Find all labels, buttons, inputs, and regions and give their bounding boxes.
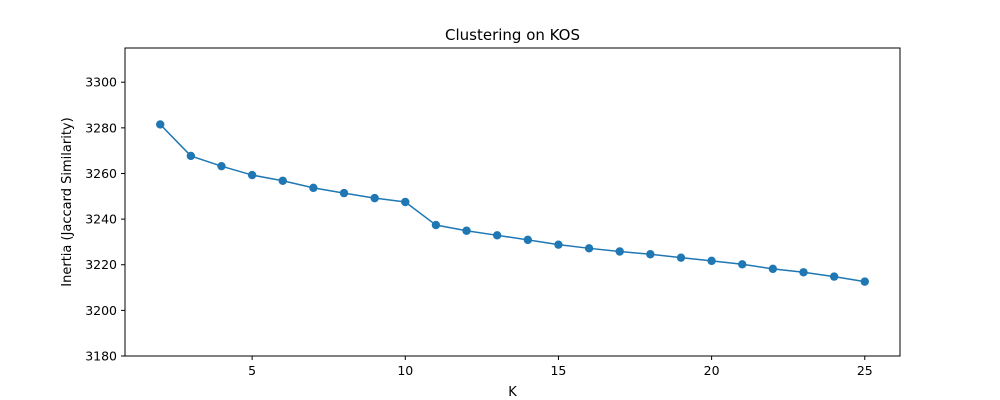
data-point	[462, 226, 471, 235]
data-point	[646, 250, 655, 259]
y-tick-label: 3200	[85, 303, 117, 318]
data-point	[707, 256, 716, 266]
x-tick-label: 15	[550, 363, 566, 378]
x-axis-ticks: 5 10 15 20 25	[248, 356, 873, 378]
y-tick-label: 3260	[85, 166, 117, 181]
data-point	[401, 197, 410, 207]
x-tick-label: 5	[248, 363, 256, 378]
data-point	[584, 244, 594, 253]
y-axis-ticks: 3180 3200 3220 3240 3260 3280 3300	[85, 75, 125, 364]
x-tick-label: 20	[704, 363, 720, 378]
data-point	[799, 268, 808, 277]
data-point	[554, 240, 563, 249]
y-axis-title: Inertia (Jaccard Similarity)	[60, 117, 75, 286]
plot-area: 5 10 15 20 25 3180 3200 3220 3240 3260 3280 3300	[85, 47, 901, 378]
data-point	[738, 260, 747, 269]
data-point	[768, 264, 778, 274]
data-point	[492, 231, 502, 240]
data-point	[615, 247, 624, 256]
data-point	[309, 183, 318, 193]
x-tick-label: 10	[397, 363, 413, 378]
data-point	[339, 188, 349, 198]
data-point	[370, 193, 379, 203]
x-tick-label: 25	[857, 363, 873, 378]
data-point	[247, 170, 257, 180]
y-tick-label: 3240	[85, 212, 117, 227]
series-layer	[156, 120, 869, 286]
chart-title: Clustering on KOS	[445, 26, 580, 44]
y-tick-label: 3280	[85, 120, 117, 135]
x-axis-title: K	[508, 385, 517, 400]
data-point	[217, 161, 226, 171]
data-point	[431, 220, 441, 230]
data-point	[829, 272, 839, 281]
plot-frame	[124, 47, 901, 357]
data-point	[676, 253, 686, 262]
series-line	[159, 123, 865, 283]
y-tick-label: 3300	[85, 75, 117, 90]
y-tick-label: 3220	[85, 257, 117, 272]
data-point	[523, 235, 533, 245]
data-point	[186, 151, 196, 161]
data-point	[156, 120, 165, 129]
data-point	[278, 176, 287, 185]
y-tick-label: 3180	[85, 349, 117, 364]
data-point	[860, 277, 869, 286]
